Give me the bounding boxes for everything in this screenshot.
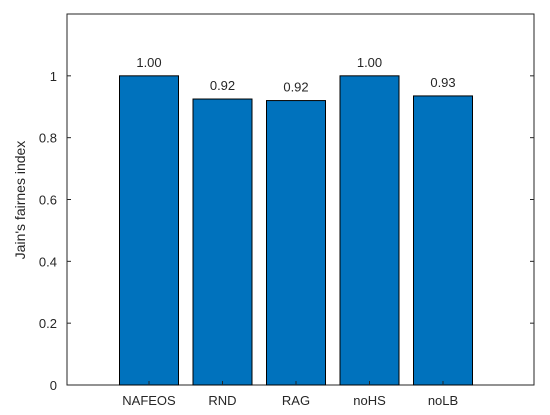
bar-value-label: 1.00 (357, 55, 382, 70)
y-tick-label: 0.6 (39, 193, 57, 208)
bar-nohs (339, 75, 400, 386)
bar-value-labels: 1.00 0.92 0.92 1.00 0.93 (136, 55, 455, 95)
bar-value-label: 0.92 (283, 80, 308, 95)
bar-rag (266, 100, 326, 386)
bar-rnd (192, 98, 253, 386)
bar-nolb (413, 95, 473, 386)
bar-value-label: 1.00 (136, 55, 161, 70)
y-axis-label: Jain's fairnes index (12, 141, 28, 260)
bar-value-label: 0.92 (210, 78, 235, 93)
y-tick-label: 1 (50, 69, 57, 84)
y-tick-label: 0.4 (39, 254, 57, 269)
x-tick-label: noHS (353, 393, 386, 408)
x-tick-label: RND (208, 393, 236, 408)
y-tick-label: 0.2 (39, 316, 57, 331)
x-axis-ticks: NAFEOS RND RAG noHS noLB (122, 381, 458, 408)
bars (119, 75, 473, 386)
x-tick-label: noLB (428, 393, 458, 408)
x-tick-label: NAFEOS (122, 393, 176, 408)
bar-value-label: 0.93 (430, 75, 455, 90)
bar-nafeos (119, 75, 179, 386)
x-tick-label: RAG (282, 393, 310, 408)
y-tick-label: 0 (50, 378, 57, 393)
y-tick-label: 0.8 (39, 131, 57, 146)
y-axis-ticks: 0 0.2 0.4 0.6 0.8 1 (39, 69, 534, 393)
